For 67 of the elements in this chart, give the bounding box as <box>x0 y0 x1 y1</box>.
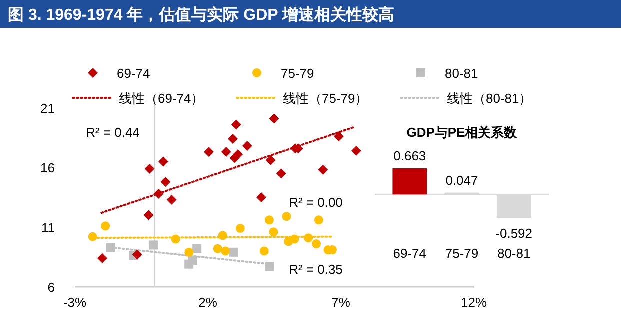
point <box>144 164 155 174</box>
point <box>269 114 280 124</box>
y-tick-label: 6 <box>48 280 55 295</box>
point <box>269 228 278 237</box>
point <box>242 141 252 152</box>
point <box>188 256 198 266</box>
x-tick-label: 80-81 <box>497 246 531 261</box>
point <box>231 120 242 130</box>
point <box>314 216 324 225</box>
legend-label: 75-79 <box>281 66 314 81</box>
point <box>213 244 222 254</box>
point <box>160 176 171 187</box>
point <box>264 216 274 225</box>
point <box>312 240 322 249</box>
annotation: R² = 0.00 <box>289 195 343 210</box>
x-tick-label: 12% <box>460 295 488 310</box>
point <box>318 165 328 176</box>
point <box>351 146 362 156</box>
point <box>304 234 314 243</box>
point <box>221 246 230 256</box>
point <box>260 246 269 256</box>
legend-label: 线性（69-74） <box>119 91 204 106</box>
annotation: R² = 0.35 <box>289 262 343 277</box>
point <box>158 156 169 167</box>
x-tick-label: 69-74 <box>393 246 427 261</box>
point <box>282 212 292 222</box>
point <box>171 234 180 244</box>
y-tick-label: 16 <box>40 160 55 176</box>
legend-label: 80-81 <box>445 66 478 81</box>
point <box>266 156 276 166</box>
point <box>148 240 158 250</box>
point <box>334 132 344 142</box>
x-tick-label: -3% <box>63 295 87 310</box>
point <box>218 231 228 240</box>
point <box>290 234 300 244</box>
point <box>144 210 154 220</box>
data-label: -0.592 <box>496 226 533 241</box>
point <box>88 232 98 242</box>
x-tick-label: 75-79 <box>445 246 479 261</box>
data-label: 0.047 <box>446 172 478 188</box>
point <box>236 224 245 234</box>
legend-label: 线性（80-81） <box>447 91 532 106</box>
point <box>184 248 194 257</box>
legend-label: 线性（75-79） <box>283 91 368 106</box>
x-tick-label: 2% <box>198 295 218 310</box>
data-label: 0.663 <box>394 148 426 164</box>
y-tick-label: 11 <box>42 220 55 236</box>
point <box>132 250 143 260</box>
point <box>192 244 202 254</box>
chart-title: GDP与PE相关系数 <box>406 125 518 140</box>
point <box>228 134 238 144</box>
annotation: R² = 0.44 <box>86 125 140 140</box>
point <box>256 192 266 202</box>
x-tick-label: 7% <box>332 295 351 310</box>
point <box>221 147 232 158</box>
legend-label: 69-74 <box>117 66 150 81</box>
point <box>276 168 286 179</box>
point <box>106 243 116 252</box>
point <box>229 248 238 257</box>
chart-title: 图 3. 1969-1974 年，估值与实际 GDP 增速相关性较高 <box>8 5 394 24</box>
point <box>97 253 108 264</box>
point <box>101 222 110 231</box>
point <box>204 147 214 158</box>
y-tick-label: 21 <box>40 101 55 116</box>
point <box>154 188 164 199</box>
point <box>166 194 177 205</box>
point <box>265 262 274 272</box>
